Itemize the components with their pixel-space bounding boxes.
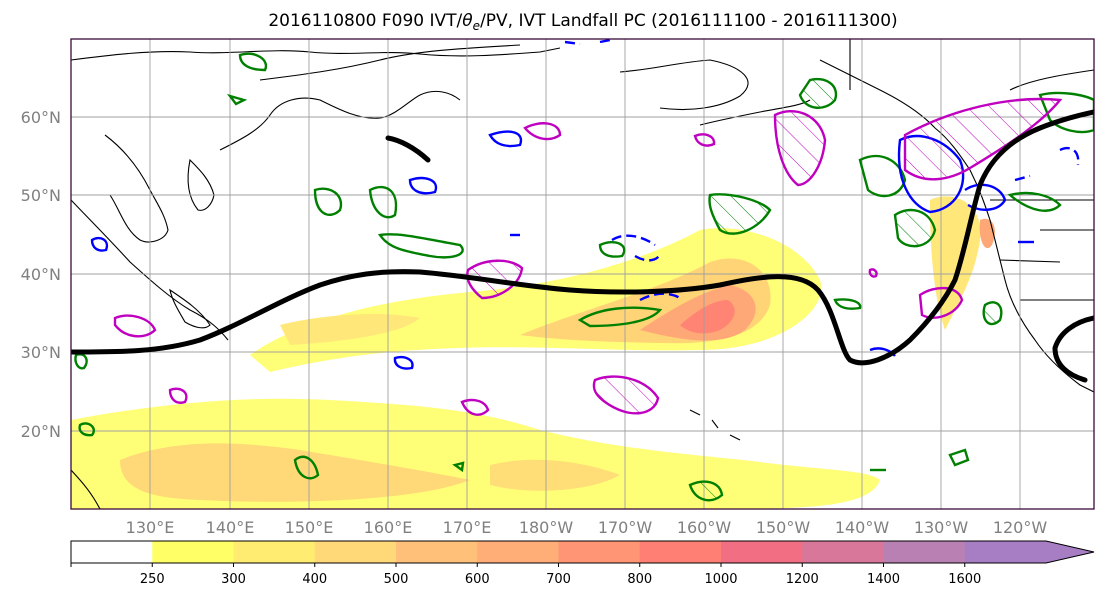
lat-label-60n: 60°N	[21, 108, 61, 127]
colorbar-tick-label: 1400	[867, 572, 900, 587]
colorbar-tick-label: 300	[221, 572, 246, 587]
colorbar-cell	[639, 541, 722, 563]
pc-contours	[113, 97, 1063, 416]
colorbar-cell	[71, 541, 153, 563]
colorbar-tick-label: 500	[384, 572, 409, 587]
lon-label-170w: 170°W	[598, 518, 653, 537]
lon-label-160e: 160°E	[364, 518, 413, 537]
lat-label-20n: 20°N	[21, 422, 61, 441]
ivt-landfall-contour	[71, 109, 1094, 383]
lat-label-40n: 40°N	[21, 265, 61, 284]
colorbar-tick-label: 1000	[704, 572, 737, 587]
colorbar-tick-label: 1200	[786, 572, 819, 587]
lon-label-150e: 150°E	[285, 518, 334, 537]
colorbar-cell	[396, 541, 478, 563]
plot-title: 2016110800 F090 IVT/θe/PV, IVT Landfall …	[268, 11, 897, 33]
lon-labels: 130°E 140°E 150°E 160°E 170°E 180°W 170°…	[126, 518, 1048, 537]
colorbar-cell	[802, 541, 884, 563]
lon-label-130w: 130°W	[914, 518, 969, 537]
lon-label-170e: 170°E	[443, 518, 492, 537]
colorbar-tick-label: 700	[546, 572, 571, 587]
pv-contours	[74, 52, 1094, 502]
lon-label-160w: 160°W	[677, 518, 732, 537]
lon-label-120w: 120°W	[993, 518, 1048, 537]
lon-label-150w: 150°W	[756, 518, 811, 537]
lat-label-30n: 30°N	[21, 343, 61, 362]
colorbar-tick-label: 600	[465, 572, 490, 587]
colorbar: 250 300 400 500 600 700 800 1000 1200 1400 1600	[70, 540, 1095, 587]
colorbar-cell	[477, 541, 559, 563]
colorbar-cell	[964, 541, 1094, 563]
colorbar-cell	[558, 541, 641, 563]
coastlines	[71, 39, 1094, 509]
colorbar-cell	[883, 541, 966, 563]
colorbar-tick-label: 400	[302, 572, 327, 587]
map-panel	[71, 39, 1094, 509]
colorbar-tick-label: 1600	[948, 572, 981, 587]
colorbar-tick-label: 800	[627, 572, 652, 587]
colorbar-cell	[233, 541, 316, 563]
colorbar-tick-label: 250	[140, 572, 165, 587]
lat-label-50n: 50°N	[21, 186, 61, 205]
colorbar-cells	[71, 541, 1094, 563]
lon-label-140w: 140°W	[835, 518, 890, 537]
colorbar-ticks: 250 300 400 500 600 700 800 1000 1200 1400 1600	[70, 563, 981, 587]
colorbar-cell	[314, 541, 397, 563]
map-frame	[70, 38, 1095, 510]
colorbar-frame	[70, 540, 1095, 564]
colorbar-cell	[152, 541, 234, 563]
gridlines	[71, 39, 1094, 509]
lon-label-180w: 180°W	[519, 518, 574, 537]
lat-labels: 60°N 50°N 40°N 30°N 20°N	[21, 108, 61, 441]
colorbar-cell	[721, 541, 803, 563]
lon-label-130e: 130°E	[126, 518, 175, 537]
ivt-shading	[71, 196, 995, 509]
lon-label-140e: 140°E	[206, 518, 255, 537]
